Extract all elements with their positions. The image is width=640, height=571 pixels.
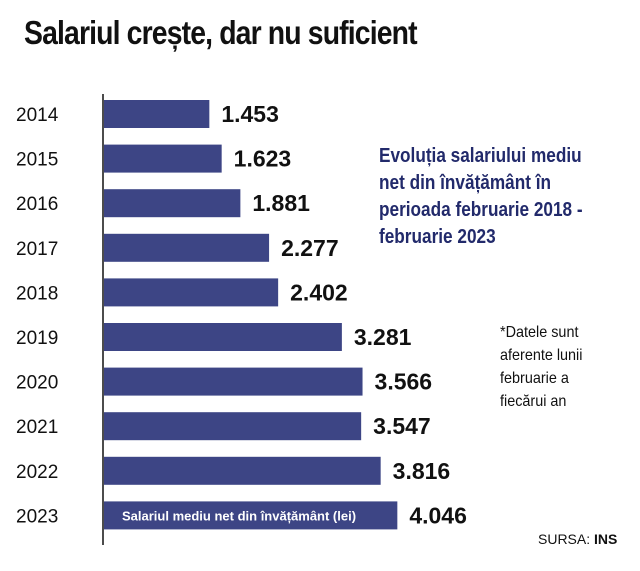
series-label: Salariul mediu net din învățământ (lei) — [122, 508, 356, 523]
year-label-2015: 2015 — [16, 150, 58, 171]
value-label-2020: 3.566 — [375, 369, 433, 395]
bar-2018 — [104, 278, 279, 307]
bar-2016 — [104, 189, 241, 218]
value-label-2014: 1.453 — [221, 101, 279, 127]
bar-2023 — [104, 501, 398, 530]
source-value: INS — [594, 531, 618, 547]
value-label-2021: 3.547 — [373, 413, 431, 439]
bar-2015 — [104, 144, 222, 173]
year-label-2016: 2016 — [16, 194, 58, 215]
source-credit: SURSA: INS — [538, 531, 617, 547]
year-label-2019: 2019 — [16, 328, 58, 349]
year-label-2020: 2020 — [16, 373, 58, 394]
year-label-2023: 2023 — [16, 506, 58, 527]
year-label-2017: 2017 — [16, 239, 58, 260]
page-title: Salariul crește, dar nu suficient — [24, 14, 418, 51]
year-label-2014: 2014 — [16, 105, 59, 126]
bar-2019 — [104, 323, 342, 351]
source-label: SURSA: — [538, 531, 591, 547]
value-label-2017: 2.277 — [281, 235, 339, 261]
footnote: *Datele sunt aferente lunii februarie a … — [500, 324, 583, 410]
value-label-2018: 2.402 — [290, 279, 348, 305]
bar-2017 — [104, 233, 270, 262]
value-label-2016: 1.881 — [252, 190, 310, 216]
value-label-2019: 3.281 — [354, 324, 412, 350]
bar-2014 — [104, 100, 210, 128]
value-label-2023: 4.046 — [409, 502, 467, 528]
bar-2022 — [104, 456, 381, 485]
year-label-2022: 2022 — [16, 462, 58, 483]
value-label-2022: 3.816 — [393, 458, 451, 484]
year-label-2021: 2021 — [16, 417, 58, 438]
bar-2020 — [104, 367, 363, 396]
bar-2021 — [104, 412, 362, 441]
chart-subtitle: Evoluția salariului mediu net din învăță… — [379, 145, 583, 248]
year-label-2018: 2018 — [16, 283, 58, 304]
value-label-2015: 1.623 — [234, 146, 292, 172]
